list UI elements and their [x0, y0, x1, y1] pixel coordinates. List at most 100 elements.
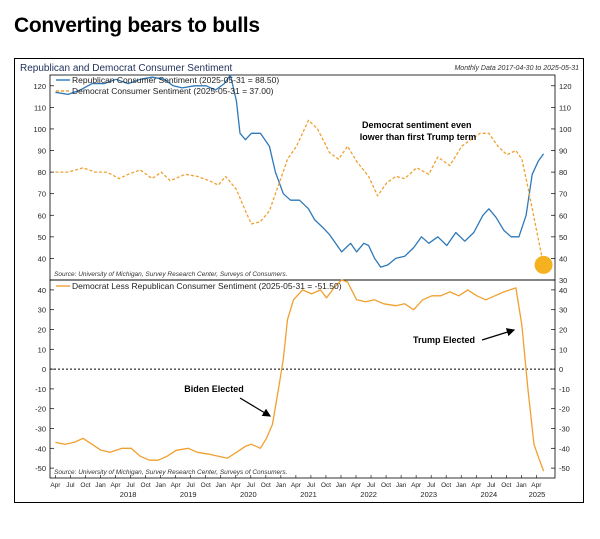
x-axis: Apr Jul Oct Jan Apr Jul Oct Jan Apr Jul Oct Jan Apr J… — [50, 475, 545, 499]
x-year-label: 2018 — [120, 490, 137, 499]
chart-frame: Republican and Democrat Consumer Sentime… — [14, 58, 584, 503]
x-tick-label: Jan — [456, 482, 467, 489]
x-year-label: 2021 — [300, 490, 317, 499]
x-tick-label: Jul — [66, 482, 75, 489]
x-tick-label: Apr — [471, 482, 482, 489]
series-line-republican — [55, 74, 545, 268]
x-tick-label: Apr — [531, 482, 542, 489]
x-tick-label: Jul — [487, 482, 496, 489]
x-tick-label: Apr — [291, 482, 302, 489]
y-tick-label-left: -50 — [35, 464, 46, 473]
annotation-biden-elected: Biden Elected — [184, 384, 244, 394]
x-year-label: 2020 — [240, 490, 257, 499]
y-tick-label-left: -20 — [35, 405, 46, 414]
annotation-democrat-sentiment: Democrat sentiment even lower than first… — [360, 120, 477, 142]
series-line-difference — [55, 279, 545, 472]
y-tick-label-right: 80 — [559, 168, 567, 177]
x-tick-label: Oct — [80, 482, 90, 489]
y-tick-label-right: 20 — [559, 326, 567, 335]
x-tick-label: Jul — [247, 482, 256, 489]
difference-plot-area — [49, 279, 556, 479]
y-tick-label-right: 50 — [559, 233, 567, 242]
x-tick-label: Oct — [441, 482, 451, 489]
y-tick-label-right: 30 — [559, 306, 567, 315]
x-tick-label: Oct — [261, 482, 271, 489]
chart-svg: Republican and Democrat Consumer Sentime… — [14, 58, 584, 503]
x-tick-label: Apr — [171, 482, 182, 489]
y-tick-label-left: 80 — [38, 168, 46, 177]
difference-panel: -50 -50 -40 -40 -30 -30 -20 -20 -10 -10 0 0 10 10 20 20… — [35, 279, 570, 479]
x-tick-label: Oct — [321, 482, 331, 489]
x-tick-label: Oct — [381, 482, 391, 489]
y-tick-label-left: -30 — [35, 425, 46, 434]
x-tick-label: Apr — [110, 482, 121, 489]
y-tick-label-left: 30 — [38, 306, 46, 315]
y-tick-label-right: -50 — [559, 464, 570, 473]
arrow-trump-elected — [481, 328, 516, 341]
x-tick-label: Jan — [336, 482, 347, 489]
y-tick-label-right: 90 — [559, 147, 567, 156]
x-tick-label: Jul — [307, 482, 316, 489]
x-tick-label: Apr — [411, 482, 422, 489]
x-tick-label: Oct — [201, 482, 211, 489]
x-year-label: 2025 — [529, 490, 546, 499]
x-tick-label: Jan — [155, 482, 166, 489]
y-tick-label-right: 60 — [559, 211, 567, 220]
y-tick-label-right: -30 — [559, 425, 570, 434]
x-year-label: 2019 — [180, 490, 197, 499]
legend-label-republican: Republican Consumer Sentiment (2025-05-3… — [72, 75, 279, 85]
y-tick-label-right: 100 — [559, 125, 572, 134]
y-tick-label-right: 0 — [559, 365, 563, 374]
x-tick-label: Jul — [367, 482, 376, 489]
arrow-biden-elected — [239, 397, 272, 417]
source-note-top: Source: University of Michigan, Survey R… — [54, 271, 288, 278]
x-tick-label: Oct — [501, 482, 511, 489]
series-line-democrat — [55, 119, 545, 266]
y-tick-label-left: 50 — [38, 233, 46, 242]
y-tick-label-right: 120 — [559, 82, 572, 91]
y-tick-label-right: 10 — [559, 345, 567, 354]
chart-title: Republican and Democrat Consumer Sentime… — [20, 63, 233, 74]
y-tick-label-left: 70 — [38, 190, 46, 199]
legend-label-democrat: Democrat Consumer Sentiment (2025-05-31 … — [72, 86, 274, 96]
x-tick-label: Jan — [276, 482, 287, 489]
y-tick-label-left: 0 — [42, 365, 46, 374]
sentiment-panel: 30 40 40 50 50 60 60 70 70 80 80 90 90 100 100 110 110 12… — [33, 74, 572, 285]
chart-border — [14, 58, 584, 503]
highlight-marker — [534, 255, 553, 274]
x-tick-label: Oct — [141, 482, 151, 489]
x-tick-label: Apr — [351, 482, 362, 489]
x-tick-label: Jul — [126, 482, 135, 489]
y-tick-label-left: 60 — [38, 211, 46, 220]
x-tick-label: Apr — [50, 482, 61, 489]
x-tick-label: Jul — [187, 482, 196, 489]
x-tick-label: Jan — [95, 482, 106, 489]
y-tick-label-right: 30 — [559, 276, 567, 285]
y-tick-label-right: -20 — [559, 405, 570, 414]
y-tick-label-left: 40 — [38, 254, 46, 263]
y-tick-label-left: 90 — [38, 147, 46, 156]
y-tick-label-left: 40 — [38, 286, 46, 295]
y-tick-label-right: 110 — [559, 103, 571, 112]
legend-label-difference: Democrat Less Republican Consumer Sentim… — [72, 281, 342, 291]
y-tick-label-left: 10 — [38, 345, 46, 354]
y-tick-label-right: -40 — [559, 444, 570, 453]
y-tick-label-right: 40 — [559, 286, 567, 295]
x-year-label: 2023 — [420, 490, 437, 499]
y-tick-label-left: -40 — [35, 444, 46, 453]
y-tick-label-left: 110 — [34, 103, 46, 112]
x-tick-label: Jan — [215, 482, 226, 489]
y-tick-label-left: 20 — [38, 326, 46, 335]
y-tick-label-left: 120 — [33, 82, 46, 91]
y-tick-label-right: -10 — [559, 385, 570, 394]
annotation-trump-elected: Trump Elected — [413, 335, 475, 345]
period-note: Monthly Data 2017-04-30 to 2025-05-31 — [454, 65, 579, 72]
x-year-label: 2022 — [360, 490, 377, 499]
x-tick-label: Jan — [516, 482, 527, 489]
x-tick-label: Jan — [396, 482, 407, 489]
source-note-bottom: Source: University of Michigan, Survey R… — [54, 469, 288, 476]
x-tick-label: Jul — [427, 482, 436, 489]
x-tick-label: Apr — [231, 482, 242, 489]
y-tick-label-left: 100 — [33, 125, 46, 134]
headline: Converting bears to bulls — [14, 14, 260, 37]
